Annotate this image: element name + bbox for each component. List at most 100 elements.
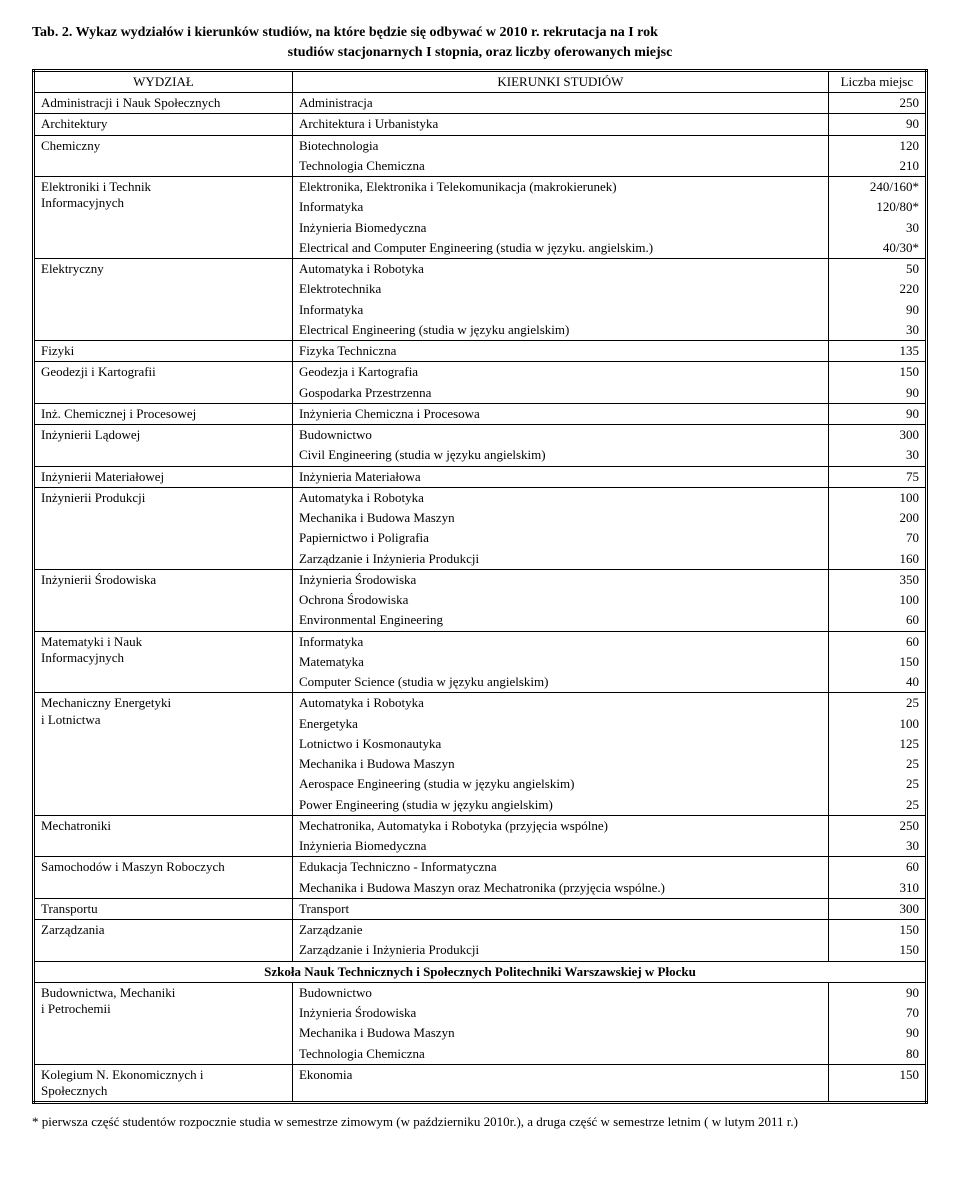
liczba-cell: 90: [828, 300, 926, 320]
kierunek-cell: Ekonomia: [292, 1064, 828, 1103]
liczba-cell: 70: [828, 1003, 926, 1023]
faculty-cell: Transportu: [34, 898, 293, 919]
kierunek-cell: Transport: [292, 898, 828, 919]
kierunek-cell: Elektrotechnika: [292, 279, 828, 299]
faculty-cell: Samochodów i Maszyn Roboczych: [34, 857, 293, 899]
liczba-cell: 90: [828, 383, 926, 404]
kierunek-cell: Administracja: [292, 93, 828, 114]
kierunek-cell: Technologia Chemiczna: [292, 1044, 828, 1065]
liczba-cell: 90: [828, 1023, 926, 1043]
kierunek-cell: Elektronika, Elektronika i Telekomunikac…: [292, 177, 828, 198]
liczba-cell: 220: [828, 279, 926, 299]
liczba-cell: 30: [828, 320, 926, 341]
liczba-cell: 310: [828, 878, 926, 899]
faculty-cell: Inżynierii Lądowej: [34, 425, 293, 467]
liczba-cell: 160: [828, 549, 926, 570]
kierunek-cell: Lotnictwo i Kosmonautyka: [292, 734, 828, 754]
kierunek-cell: Automatyka i Robotyka: [292, 259, 828, 280]
liczba-cell: 80: [828, 1044, 926, 1065]
faculties-table: WYDZIAŁKIERUNKI STUDIÓWLiczba miejscAdmi…: [32, 69, 928, 1105]
faculty-cell: Inż. Chemicznej i Procesowej: [34, 403, 293, 424]
kierunek-cell: Mechanika i Budowa Maszyn oraz Mechatron…: [292, 878, 828, 899]
faculty-cell: Zarządzania: [34, 920, 293, 962]
kierunek-cell: Papiernictwo i Poligrafia: [292, 528, 828, 548]
liczba-cell: 300: [828, 425, 926, 446]
kierunek-cell: Automatyka i Robotyka: [292, 693, 828, 714]
kierunek-cell: Mechanika i Budowa Maszyn: [292, 508, 828, 528]
liczba-cell: 150: [828, 920, 926, 941]
header-kierunki: KIERUNKI STUDIÓW: [292, 70, 828, 92]
liczba-cell: 125: [828, 734, 926, 754]
liczba-cell: 250: [828, 815, 926, 836]
faculty-cell: Matematyki i NaukInformacyjnych: [34, 631, 293, 693]
faculty-cell: Architektury: [34, 114, 293, 135]
kierunek-cell: Electrical Engineering (studia w języku …: [292, 320, 828, 341]
liczba-cell: 350: [828, 569, 926, 590]
liczba-cell: 25: [828, 795, 926, 816]
liczba-cell: 30: [828, 445, 926, 466]
faculty-cell: Mechatroniki: [34, 815, 293, 857]
liczba-cell: 70: [828, 528, 926, 548]
liczba-cell: 25: [828, 774, 926, 794]
liczba-cell: 300: [828, 898, 926, 919]
kierunek-cell: Inżynieria Biomedyczna: [292, 836, 828, 857]
kierunek-cell: Fizyka Techniczna: [292, 341, 828, 362]
liczba-cell: 250: [828, 93, 926, 114]
liczba-cell: 60: [828, 857, 926, 878]
liczba-cell: 75: [828, 466, 926, 487]
liczba-cell: 240/160*: [828, 177, 926, 198]
liczba-cell: 150: [828, 362, 926, 383]
liczba-cell: 90: [828, 403, 926, 424]
kierunek-cell: Energetyka: [292, 714, 828, 734]
kierunek-cell: Mechanika i Budowa Maszyn: [292, 1023, 828, 1043]
faculty-cell: Administracji i Nauk Społecznych: [34, 93, 293, 114]
kierunek-cell: Inżynieria Materiałowa: [292, 466, 828, 487]
liczba-cell: 135: [828, 341, 926, 362]
faculty-cell: Fizyki: [34, 341, 293, 362]
liczba-cell: 30: [828, 836, 926, 857]
kierunek-cell: Informatyka: [292, 300, 828, 320]
kierunek-cell: Informatyka: [292, 197, 828, 217]
faculty-cell: Inżynierii Materiałowej: [34, 466, 293, 487]
faculty-cell: Inżynierii Produkcji: [34, 487, 293, 569]
faculty-cell: Budownictwa, Mechanikii Petrochemii: [34, 982, 293, 1064]
kierunek-cell: Technologia Chemiczna: [292, 156, 828, 177]
table-caption-line1: Tab. 2. Wykaz wydziałów i kierunków stud…: [32, 24, 928, 43]
kierunek-cell: Budownictwo: [292, 982, 828, 1003]
kierunek-cell: Biotechnologia: [292, 135, 828, 156]
kierunek-cell: Inżynieria Chemiczna i Procesowa: [292, 403, 828, 424]
liczba-cell: 100: [828, 590, 926, 610]
liczba-cell: 100: [828, 714, 926, 734]
faculty-cell: Geodezji i Kartografii: [34, 362, 293, 404]
liczba-cell: 25: [828, 754, 926, 774]
liczba-cell: 60: [828, 631, 926, 652]
kierunek-cell: Budownictwo: [292, 425, 828, 446]
liczba-cell: 100: [828, 487, 926, 508]
kierunek-cell: Zarządzanie i Inżynieria Produkcji: [292, 549, 828, 570]
kierunek-cell: Edukacja Techniczno - Informatyczna: [292, 857, 828, 878]
faculty-cell: Inżynierii Środowiska: [34, 569, 293, 631]
kierunek-cell: Power Engineering (studia w języku angie…: [292, 795, 828, 816]
kierunek-cell: Inżynieria Biomedyczna: [292, 218, 828, 238]
header-wydzial: WYDZIAŁ: [34, 70, 293, 92]
footnote: * pierwsza część studentów rozpocznie st…: [32, 1114, 928, 1131]
kierunek-cell: Informatyka: [292, 631, 828, 652]
kierunek-cell: Environmental Engineering: [292, 610, 828, 631]
faculty-cell: Chemiczny: [34, 135, 293, 177]
kierunek-cell: Geodezja i Kartografia: [292, 362, 828, 383]
kierunek-cell: Electrical and Computer Engineering (stu…: [292, 238, 828, 259]
kierunek-cell: Computer Science (studia w języku angiel…: [292, 672, 828, 693]
liczba-cell: 40/30*: [828, 238, 926, 259]
header-liczba: Liczba miejsc: [828, 70, 926, 92]
kierunek-cell: Gospodarka Przestrzenna: [292, 383, 828, 404]
liczba-cell: 60: [828, 610, 926, 631]
liczba-cell: 50: [828, 259, 926, 280]
liczba-cell: 200: [828, 508, 926, 528]
faculty-cell: Elektroniki i TechnikInformacyjnych: [34, 177, 293, 259]
liczba-cell: 40: [828, 672, 926, 693]
liczba-cell: 30: [828, 218, 926, 238]
liczba-cell: 210: [828, 156, 926, 177]
liczba-cell: 90: [828, 114, 926, 135]
kierunek-cell: Zarządzanie: [292, 920, 828, 941]
kierunek-cell: Aerospace Engineering (studia w języku a…: [292, 774, 828, 794]
